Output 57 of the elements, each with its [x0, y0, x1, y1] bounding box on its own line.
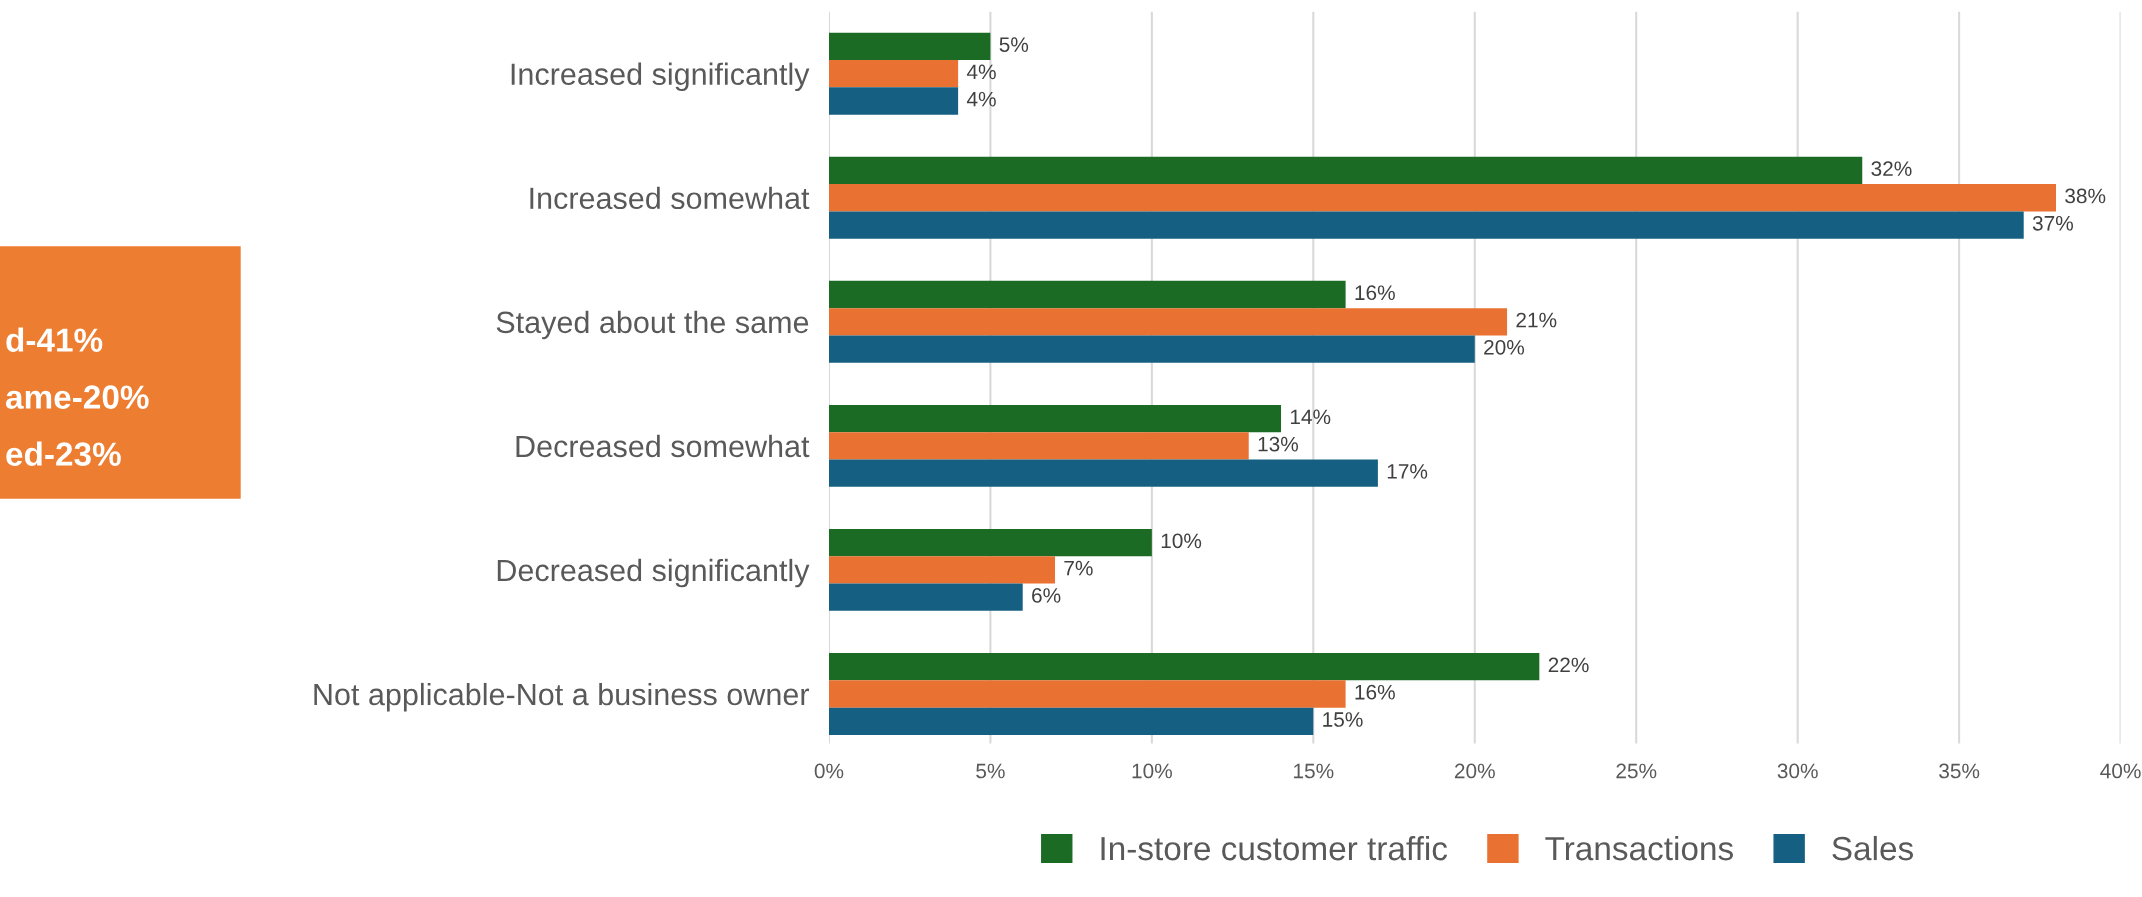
data-label: 13%	[1258, 436, 1299, 452]
data-label: 5%	[999, 37, 1029, 52]
text: ed-23%	[6, 441, 121, 466]
data-label: 37%	[2032, 215, 2073, 231]
bar	[828, 583, 1023, 611]
bar	[828, 653, 1540, 681]
bar	[828, 156, 1863, 185]
bar	[828, 556, 1055, 584]
data-label: 6%	[1032, 588, 1061, 603]
data-label: 4%	[966, 91, 996, 107]
legend-label: In-store customer traffic	[1101, 835, 1448, 861]
data-label: 4%	[966, 64, 996, 80]
data-label: 38%	[2065, 188, 2106, 204]
data-label: 22%	[1548, 657, 1589, 673]
x-tick-label: 40%	[2100, 763, 2141, 779]
data-label: 21%	[1516, 312, 1557, 328]
y-tick-label: Increased significantly	[511, 62, 810, 92]
text: ame-20%	[5, 385, 149, 409]
bar	[828, 680, 1346, 708]
data-label: 32%	[1871, 161, 1912, 177]
x-tick-label: 25%	[1616, 763, 1657, 779]
legend-label: Sales	[1832, 835, 1913, 861]
data-label: 20%	[1484, 339, 1525, 355]
legend-label: Transactions	[1545, 835, 1733, 861]
y-tick-label: Decreased significantly	[497, 558, 810, 588]
data-label: 7%	[1064, 560, 1093, 576]
y-tick-label: Increased somewhat	[530, 186, 810, 210]
bar	[828, 432, 1249, 460]
x-tick-label: 0%	[814, 763, 844, 779]
bar	[828, 335, 1475, 363]
data-label: 17%	[1387, 464, 1428, 479]
x-tick-label: 35%	[1939, 763, 1980, 779]
y-tick-label: Stayed about the same	[496, 310, 809, 340]
data-label: 16%	[1355, 684, 1395, 700]
data-label: 15%	[1323, 712, 1363, 727]
bar	[828, 87, 959, 115]
data-label: 16%	[1355, 285, 1395, 301]
data-label: 10%	[1161, 533, 1202, 549]
text: d-41%	[6, 327, 103, 352]
bar	[828, 184, 2056, 212]
y-tick-label: Decreased somewhat	[516, 434, 810, 458]
x-tick-label: 20%	[1454, 763, 1495, 779]
x-tick-label: 30%	[1777, 763, 1818, 779]
bar	[828, 60, 959, 88]
bar	[828, 459, 1378, 487]
x-tick-label: 10%	[1132, 763, 1172, 779]
bar	[828, 308, 1508, 336]
bar	[828, 404, 1282, 433]
bar	[828, 32, 991, 61]
bar	[828, 211, 2024, 239]
bar	[828, 528, 1152, 557]
data-label: 14%	[1290, 409, 1331, 425]
bar	[828, 707, 1314, 735]
y-tick-label: Not applicable-Not a business owner	[314, 682, 810, 712]
x-tick-label: 15%	[1294, 763, 1334, 779]
bar	[828, 280, 1346, 309]
x-tick-label: 5%	[976, 763, 1005, 779]
